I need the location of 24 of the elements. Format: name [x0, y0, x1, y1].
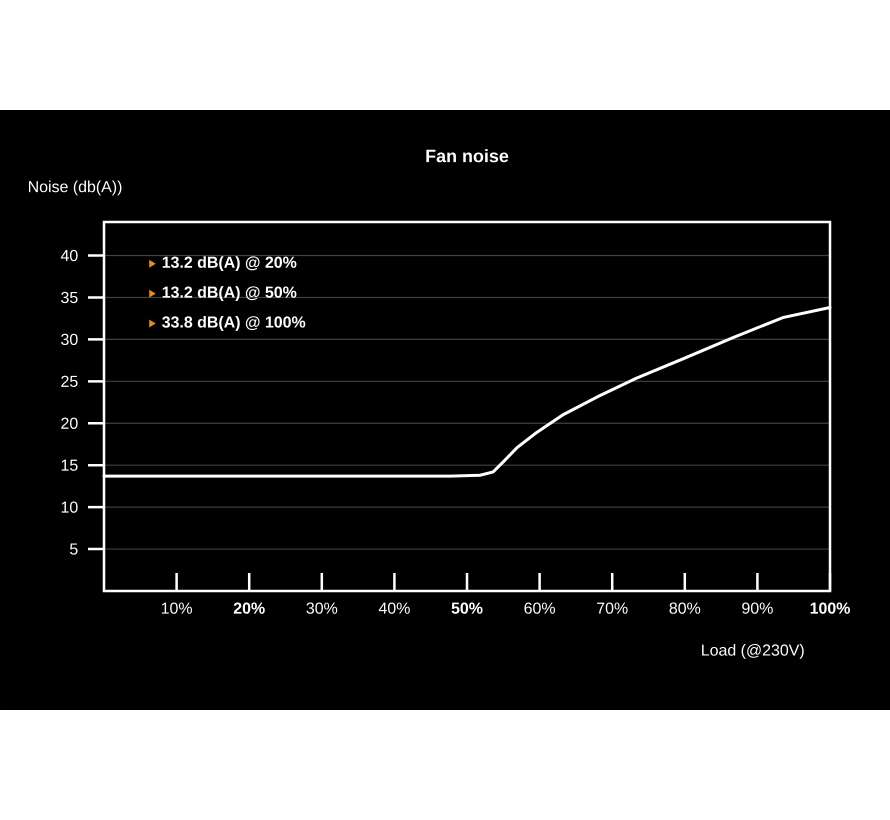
y-tick-label: 20 [61, 418, 78, 429]
y-tick-label: 15 [62, 460, 78, 471]
y-tick-label: 35 [61, 292, 78, 304]
x-tick-label: 10% [162, 602, 192, 614]
annotation: 13.2 dB(A) @ 50% [162, 286, 296, 301]
x-tick-label: 50% [452, 602, 483, 614]
x-tick-label: 60% [524, 602, 555, 614]
x-tick-label: 30% [306, 602, 338, 614]
x-tick-label: 80% [670, 602, 700, 614]
x-tick-label: 40% [378, 602, 410, 614]
y-tick-label: 40 [60, 250, 78, 262]
chart-title: Fan noise [426, 149, 508, 162]
y-axis-title: Noise (db(A)) [28, 180, 122, 196]
annotation: 13.2 dB(A) @ 20% [162, 256, 296, 272]
x-axis-title: Load (@230V) [702, 644, 804, 659]
y-tick-label: 30 [61, 334, 78, 346]
x-tick-label: 100% [810, 602, 850, 614]
y-tick-label: 10 [62, 501, 78, 513]
x-tick-label: 90% [742, 602, 773, 614]
annotation: 33.8 dB(A) @ 100% [162, 316, 306, 331]
x-tick-label: 20% [234, 602, 265, 614]
x-tick-label: 70% [597, 602, 628, 614]
y-tick-label: 25 [61, 376, 78, 387]
y-tick-label: 5 [70, 543, 78, 555]
